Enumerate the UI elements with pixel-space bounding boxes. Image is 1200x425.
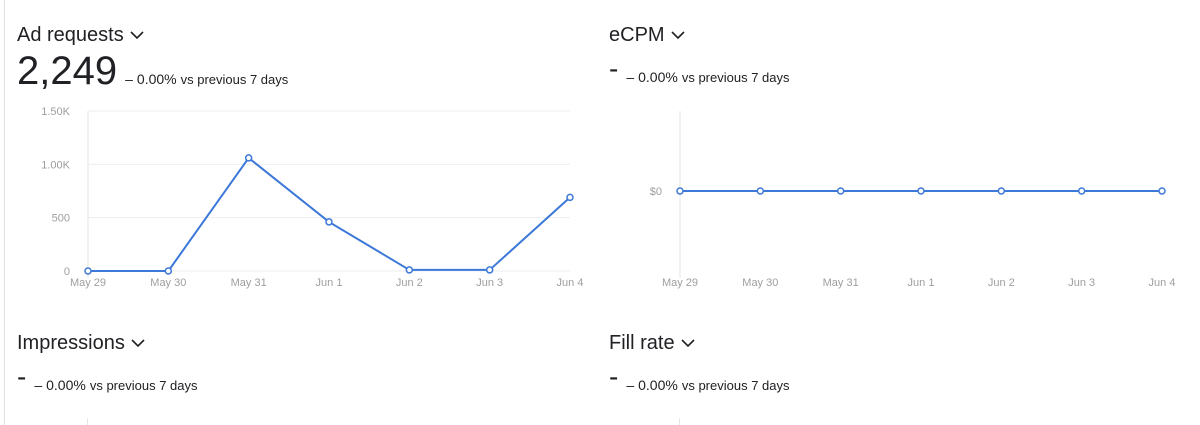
- x-tick-label: May 31: [231, 277, 267, 289]
- x-tick-label: Jun 3: [1068, 277, 1095, 289]
- ecpm-card: eCPM - –0.00% vs previous 7 days: [609, 22, 1179, 88]
- x-tick-label: May 30: [742, 277, 778, 289]
- data-point: [244, 154, 253, 162]
- x-tick-label: May 31: [823, 277, 859, 289]
- y-tick-label: 500: [52, 213, 70, 225]
- data-point: [1077, 187, 1086, 195]
- ecpm-metric-selector[interactable]: eCPM: [609, 22, 1179, 48]
- x-tick-label: Jun 3: [476, 277, 503, 289]
- x-tick-label: Jun 2: [988, 277, 1015, 289]
- ad-requests-title: Ad requests: [17, 23, 124, 46]
- fill-rate-card: Fill rate - –0.00% vs previous 7 days: [609, 330, 1179, 396]
- data-point: [836, 187, 845, 195]
- chevron-down-icon: [131, 338, 145, 348]
- data-point: [997, 187, 1006, 195]
- ad-requests-metric-selector[interactable]: Ad requests: [17, 22, 587, 48]
- data-point: [325, 218, 333, 226]
- data-point: [485, 266, 494, 274]
- left-border: [4, 0, 5, 425]
- ad-requests-card: Ad requests 2,249 –0.00% vs previous 7 da…: [17, 22, 587, 93]
- delta-dash: –: [125, 71, 133, 87]
- x-tick-label: Jun 2: [396, 277, 423, 289]
- delta-dash: –: [626, 69, 635, 85]
- data-point: [566, 193, 574, 202]
- ecpm-title: eCPM: [609, 23, 665, 46]
- x-tick-label: May 29: [70, 277, 106, 289]
- impressions-value: -: [17, 361, 27, 392]
- chevron-down-icon: [671, 30, 685, 40]
- data-point: [676, 187, 684, 195]
- data-point: [917, 187, 925, 195]
- data-point: [405, 266, 414, 274]
- data-point: [84, 267, 92, 275]
- y-tick-label: 1.00K: [41, 159, 70, 171]
- ad-requests-chart: 0 500 1.00K 1.50K May 29 May 30 May 31 Jun 1 Jun…: [41, 106, 584, 289]
- x-tick-label: May 30: [150, 277, 186, 289]
- chevron-down-icon: [681, 338, 695, 348]
- delta-percent: 0.00%: [638, 377, 678, 393]
- data-point: [756, 187, 765, 195]
- y-tick-label: 0: [64, 266, 70, 278]
- x-tick-label: Jun 1: [316, 277, 343, 289]
- ecpm-chart: $0 May 29 May 30 May 31 Jun 1 Jun 2 Jun 3 Jun 4: [650, 111, 1176, 289]
- delta-comparison: vs previous 7 days: [89, 378, 198, 393]
- impressions-delta: –0.00% vs previous 7 days: [34, 377, 197, 393]
- fill-rate-value: -: [609, 361, 619, 392]
- delta-percent: 0.00%: [136, 71, 177, 87]
- fill-rate-delta: –0.00% vs previous 7 days: [626, 377, 789, 393]
- x-tick-label: Jun 4: [557, 277, 584, 289]
- delta-comparison: vs previous 7 days: [681, 378, 790, 393]
- data-point: [164, 267, 173, 275]
- delta-percent: 0.00%: [46, 377, 86, 393]
- ecpm-value: -: [609, 53, 619, 84]
- fill-rate-chart-axis: [679, 418, 680, 425]
- series-line: [88, 156, 571, 272]
- chevron-down-icon: [130, 30, 144, 40]
- delta-dash: –: [34, 377, 43, 393]
- delta-comparison: vs previous 7 days: [681, 70, 790, 85]
- x-tick-label: Jun 4: [1149, 277, 1176, 289]
- ad-requests-delta: –0.00% vs previous 7 days: [125, 71, 288, 87]
- y-tick-label: $0: [650, 186, 662, 198]
- ecpm-delta: –0.00% vs previous 7 days: [626, 69, 789, 85]
- delta-comparison: vs previous 7 days: [180, 72, 289, 87]
- ad-requests-value: 2,249: [17, 49, 118, 93]
- x-tick-label: Jun 1: [908, 277, 935, 289]
- delta-dash: –: [626, 377, 635, 393]
- fill-rate-title: Fill rate: [609, 331, 675, 354]
- fill-rate-metric-selector[interactable]: Fill rate: [609, 330, 1179, 356]
- impressions-chart-axis: [87, 418, 88, 425]
- data-point: [1158, 187, 1166, 195]
- impressions-title: Impressions: [17, 331, 125, 354]
- impressions-metric-selector[interactable]: Impressions: [17, 330, 587, 356]
- y-tick-label: 1.50K: [41, 106, 70, 118]
- x-tick-label: May 29: [662, 277, 698, 289]
- delta-percent: 0.00%: [638, 69, 678, 85]
- impressions-card: Impressions - –0.00% vs previous 7 days: [17, 330, 587, 396]
